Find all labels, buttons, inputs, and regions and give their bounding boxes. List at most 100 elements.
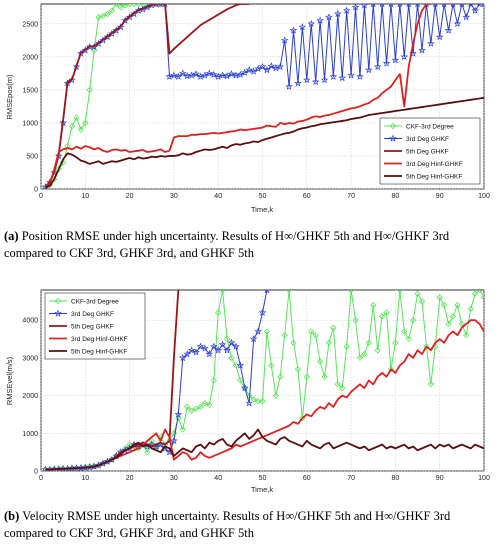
data-point-ckf [409,317,417,324]
plot-b-legend: CKF-3rd Degree 3rd Deg GHKF 5th Deg GHKF 3r… [44,292,146,360]
data-point-ghkf3 [236,361,245,369]
data-point-ghkf3 [187,346,196,354]
data-point-ckf [392,339,399,346]
data-point-ckf [82,119,89,127]
y-tick-label: 1500 [22,87,38,94]
data-point-ckf [476,290,483,294]
data-point-ghkf3 [241,384,249,392]
series-line-hinf5 [45,96,484,189]
data-point-ghkf3 [468,4,474,8]
data-point-ckf [51,175,58,183]
data-point-ghkf3 [158,4,163,8]
data-point-ckf [104,10,111,18]
x-tick-label: 20 [126,193,134,200]
data-point-ghkf3 [415,4,420,8]
data-point-ckf [223,335,231,343]
data-point-ghkf3 [388,4,394,8]
data-point-ghkf3 [116,23,125,31]
data-point-ghkf3 [453,19,462,28]
data-point-ckf [254,398,262,405]
data-point-ckf [175,415,182,422]
data-point-ckf [206,401,213,409]
data-point-ghkf3 [264,290,270,294]
data-point-ckf [157,4,164,8]
data-point-ckf [467,305,474,313]
y-tick-label: 3000 [22,355,38,362]
plot-b-ylabel: RMSEvel(m/s) [5,356,14,405]
data-point-ckf [108,7,116,14]
data-point-ckf [228,354,235,362]
caption-a-label: (a) [4,229,19,243]
data-point-ghkf3 [205,69,214,77]
data-point-ghkf3 [435,33,444,41]
data-point-ckf [356,354,364,362]
data-point-ghkf3 [459,4,465,8]
x-tick-label: 100 [478,193,490,200]
data-point-ckf [321,373,328,380]
data-point-ghkf3 [320,76,329,84]
x-tick-label: 50 [259,475,267,482]
data-point-ckf [148,437,155,444]
data-point-ckf [281,332,288,339]
data-point-ghkf3 [471,6,479,14]
data-point-ghkf3 [263,66,271,74]
data-point-ghkf3 [192,348,200,356]
data-point-ghkf3 [334,9,342,18]
panel-b-velocity-rmse-chart: 0 10 20 30 40 50 60 70 80 90 10001000200030004000 … [5,289,490,494]
data-point-ckf [113,4,120,8]
data-point-ghkf3 [258,308,267,316]
data-point-ckf [215,309,222,316]
data-point-ckf [237,377,244,384]
y-tick-label: 2000 [22,393,38,400]
data-point-ckf [365,339,372,346]
data-point-ckf [454,301,461,309]
data-point-ghkf3 [267,62,276,70]
data-point-ckf [423,343,430,350]
data-point-ghkf3 [347,71,355,79]
data-point-ghkf3 [214,72,222,80]
data-point-ckf [130,4,138,8]
data-point-ghkf3 [258,62,267,70]
y-tick-label: 1000 [22,431,38,438]
data-point-ghkf3 [272,64,280,72]
data-point-ghkf3 [223,72,231,80]
legend-marker-ckf [389,122,397,130]
plot-a-xlabel: Time,k [251,205,273,214]
data-point-ghkf3 [81,46,90,54]
data-point-ckf [471,290,479,297]
data-point-ghkf3 [236,70,245,78]
data-point-ckf [440,301,448,309]
plot-a-series [41,4,484,189]
legend-label-hinf3: 3rd Deg Hinf-GHKF [71,336,128,343]
y-tick-label: 1000 [22,120,38,127]
data-point-ckf [210,377,217,384]
legend-label-hinf3: 3rd Deg Hinf-GHKF [406,161,463,168]
data-point-ghkf3 [441,4,447,8]
data-point-ckf [308,328,315,335]
legend-label-hinf5: 5th Deg Hinf-GHKF [406,173,462,180]
data-point-ghkf3 [170,71,178,79]
data-point-ghkf3 [254,327,262,335]
plot-a-legend: CKF-3rd Degree 3rd Deg GHKF 5th Deg GHKF 3r… [379,117,481,185]
data-point-ghkf3 [382,59,391,67]
data-point-ghkf3 [294,79,302,87]
data-point-ghkf3 [201,71,209,79]
data-point-ckf [414,290,421,297]
data-point-ghkf3 [214,346,222,354]
data-point-ghkf3 [379,4,385,8]
x-tick-label: 0 [39,193,43,200]
data-point-ghkf3 [360,4,369,9]
data-point-ghkf3 [183,350,191,358]
data-point-ghkf3 [432,4,438,8]
data-point-ghkf3 [174,410,183,418]
data-point-ckf [126,4,133,8]
data-point-ghkf3 [108,29,116,37]
data-point-ckf [330,324,337,331]
x-tick-label: 60 [303,475,311,482]
data-point-ckf [334,381,341,388]
data-point-ghkf3 [351,4,360,11]
y-tick-label: 500 [26,153,38,160]
x-tick-label: 0 [39,475,43,482]
data-point-ckf [290,339,297,346]
